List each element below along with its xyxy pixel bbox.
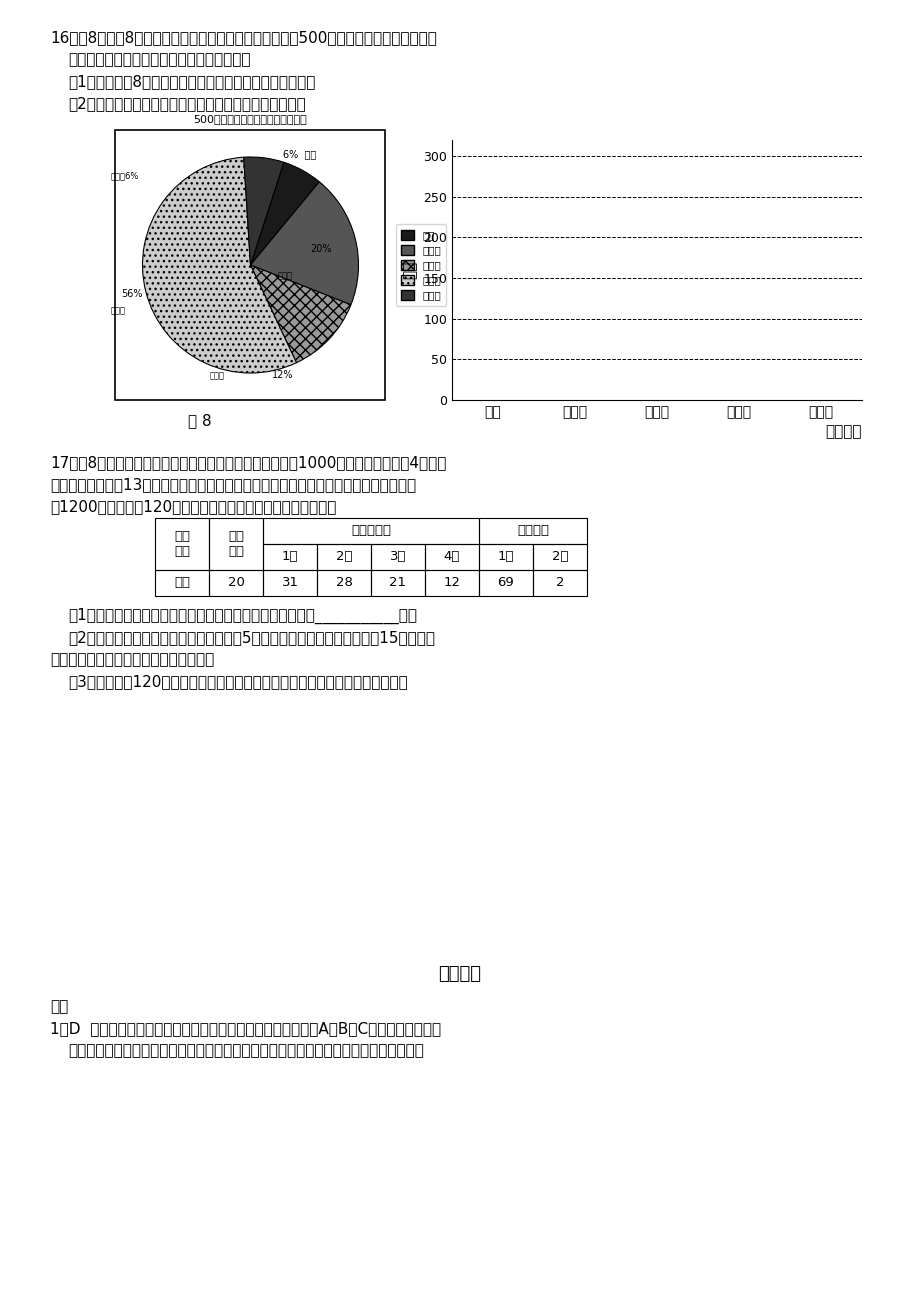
- Text: 一、: 一、: [50, 999, 68, 1014]
- Text: （2）请根据此项调查，对城市交通给政府提出一条建议．: （2）请根据此项调查，对城市交通给政府提出一条建议．: [68, 96, 305, 111]
- Bar: [317, 570, 370, 596]
- Bar: [532, 544, 586, 570]
- Text: 市场占有率、电视节目的收视率、汽车每百公里的耗油量，由于它们考查的对象数量大，: 市场占有率、电视节目的收视率、汽车每百公里的耗油量，由于它们考查的对象数量大，: [68, 1043, 424, 1059]
- Text: 2: 2: [555, 577, 563, 590]
- Text: 图 8: 图 8: [188, 413, 211, 428]
- Text: （1）试估计该社区需要对水龙头、马桶进行改造的家庭共有___________户；: （1）试估计该社区需要对水龙头、马桶进行改造的家庭共有___________户；: [68, 608, 416, 624]
- Text: 1个: 1个: [497, 551, 514, 564]
- Text: 20%: 20%: [310, 243, 331, 254]
- Bar: [370, 570, 425, 596]
- Wedge shape: [142, 158, 296, 372]
- Text: 1个: 1个: [281, 551, 298, 564]
- Bar: [116, 130, 385, 400]
- Text: 参考答案: 参考答案: [438, 965, 481, 983]
- Text: 17．（8分）今年，市政府的一项实事工程就是由政府投人1000万元资金．对城区4万户家: 17．（8分）今年，市政府的一项实事工程就是由政府投人1000万元资金．对城区4…: [50, 454, 446, 470]
- Title: 500位市民出行基本交通工具统计图: 500位市民出行基本交通工具统计图: [193, 113, 307, 124]
- Text: 4个: 4个: [443, 551, 460, 564]
- Wedge shape: [250, 266, 350, 363]
- Wedge shape: [250, 163, 319, 266]
- Wedge shape: [250, 182, 358, 305]
- Text: 12: 12: [443, 577, 460, 590]
- Bar: [209, 570, 263, 596]
- Bar: [154, 518, 209, 570]
- Text: 内1200户家庭中的120户进行了随机抽样调查，并汇总成下表：: 内1200户家庭中的120户进行了随机抽样调查，并汇总成下表：: [50, 499, 336, 514]
- Text: 改造水龙头: 改造水龙头: [351, 525, 391, 538]
- Text: 31: 31: [281, 577, 298, 590]
- Text: 56%: 56%: [120, 289, 142, 299]
- Bar: [263, 570, 317, 596]
- Text: 电动车: 电动车: [210, 371, 225, 380]
- Bar: [370, 544, 425, 570]
- Text: 户数: 户数: [174, 577, 190, 590]
- Bar: [263, 518, 479, 544]
- Text: （3）在抽样的120户家庭中，既要改造水龙头又要改造马桶的家庭共有多少户？: （3）在抽样的120户家庭中，既要改造水龙头又要改造马桶的家庭共有多少户？: [68, 674, 407, 689]
- Bar: [479, 544, 532, 570]
- Bar: [425, 570, 479, 596]
- Bar: [263, 544, 317, 570]
- Text: 3个: 3个: [390, 551, 406, 564]
- Text: 16．（8分）第8中学的九年级学生在社会实践中，调查了500位市民某天早上出行上班所: 16．（8分）第8中学的九年级学生在社会实践中，调查了500位市民某天早上出行上…: [50, 30, 437, 46]
- Text: 用的交通工具，结果用以下扇形统计图表示．: 用的交通工具，结果用以下扇形统计图表示．: [68, 52, 250, 66]
- Text: 庭的老式水龙头和13升抽水马桶进行免费改造．某社区为配合政府完成该项工作，对社区: 庭的老式水龙头和13升抽水马桶进行免费改造．某社区为配合政府完成该项工作，对社区: [50, 477, 415, 492]
- Bar: [479, 518, 586, 544]
- Text: 12%: 12%: [272, 370, 293, 380]
- Wedge shape: [244, 158, 284, 266]
- Text: 私家车6%: 私家车6%: [110, 172, 139, 181]
- Bar: [425, 544, 479, 570]
- Text: 2个: 2个: [551, 551, 568, 564]
- Bar: [532, 570, 586, 596]
- Text: 估计该社区一年共可节约多少吨自来水？: 估计该社区一年共可节约多少吨自来水？: [50, 652, 214, 667]
- Text: 2个: 2个: [335, 551, 352, 564]
- Text: （1）请你将图8这个统计图改成用折线统计图表示的形式；: （1）请你将图8这个统计图改成用折线统计图表示的形式；: [68, 74, 315, 89]
- Text: 自行车: 自行车: [278, 272, 292, 280]
- Text: 改造马桶: 改造马桶: [516, 525, 549, 538]
- Bar: [479, 570, 532, 596]
- Text: 28: 28: [335, 577, 352, 590]
- Text: 21: 21: [389, 577, 406, 590]
- Legend: 步行, 自行车, 电动车, 公交车, 私家车: 步行, 自行车, 电动车, 公交车, 私家车: [396, 224, 446, 306]
- Text: 改造
情况: 改造 情况: [174, 530, 190, 559]
- Text: 6%  步行: 6% 步行: [283, 148, 316, 159]
- Y-axis label: 人数: 人数: [403, 260, 417, 279]
- Text: 公交车: 公交车: [110, 306, 125, 315]
- Text: 69: 69: [497, 577, 514, 590]
- Text: 20: 20: [227, 577, 244, 590]
- X-axis label: 交通工具: 交通工具: [824, 424, 861, 439]
- Text: （2）改造后，一只水龙头一年大约可节省5吨水，一只马桶一年大约可节省15吨水．试: （2）改造后，一只水龙头一年大约可节省5吨水，一只马桶一年大约可节省15吨水．试: [68, 630, 435, 644]
- Bar: [317, 544, 370, 570]
- Bar: [154, 570, 209, 596]
- Text: 均不
改造: 均不 改造: [228, 530, 244, 559]
- Bar: [209, 518, 263, 570]
- Text: 1．D  提示：仔细分析考题提供的四种考查对象，不难推断出：A、B、C分别考查电冰箱的: 1．D 提示：仔细分析考题提供的四种考查对象，不难推断出：A、B、C分别考查电冰…: [50, 1021, 440, 1036]
